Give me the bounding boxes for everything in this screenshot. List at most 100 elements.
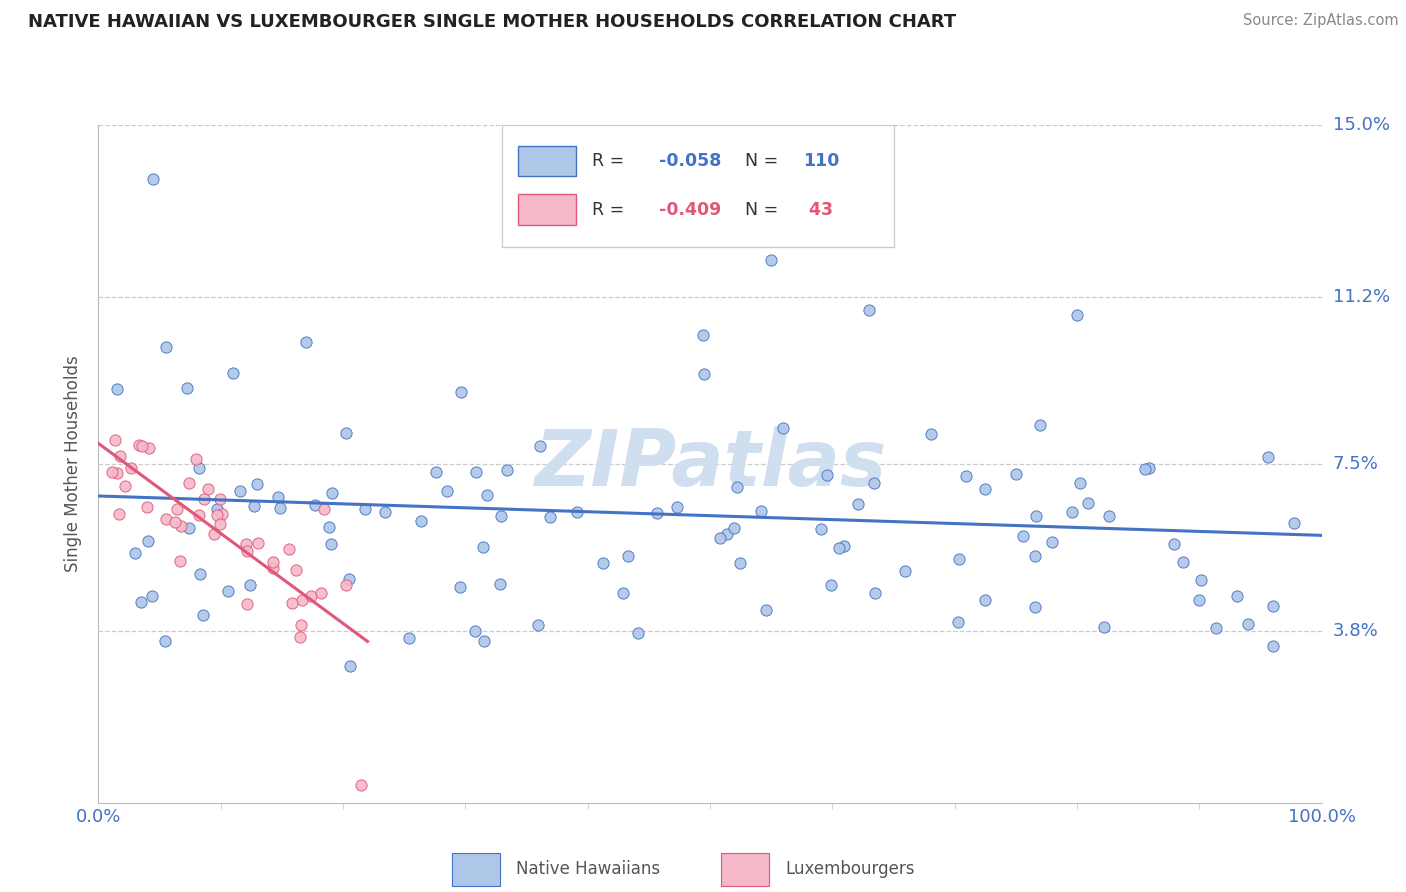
- Point: [846, 497, 869, 511]
- Point: [1189, 573, 1212, 587]
- Text: 11.2%: 11.2%: [1333, 287, 1391, 306]
- Point: [862, 475, 884, 490]
- Point: [1077, 496, 1099, 510]
- Point: [612, 586, 634, 600]
- Point: [314, 502, 336, 516]
- Point: [948, 552, 970, 566]
- Point: [617, 549, 640, 563]
- Point: [153, 634, 176, 648]
- Point: [235, 537, 257, 551]
- Point: [946, 615, 969, 629]
- Point: [592, 556, 614, 570]
- Text: ZIPatlas: ZIPatlas: [534, 425, 886, 502]
- Point: [858, 303, 880, 318]
- Point: [436, 483, 458, 498]
- Point: [1135, 461, 1157, 475]
- Y-axis label: Single Mother Households: Single Mother Households: [65, 356, 83, 572]
- Point: [142, 172, 165, 186]
- Point: [188, 567, 211, 582]
- Point: [472, 634, 495, 648]
- Point: [894, 564, 917, 578]
- Point: [828, 541, 851, 555]
- Point: [267, 490, 290, 504]
- Point: [238, 578, 260, 592]
- Point: [464, 624, 486, 639]
- Point: [262, 555, 284, 569]
- Point: [709, 531, 731, 545]
- Point: [163, 516, 186, 530]
- Point: [177, 475, 200, 490]
- Point: [1237, 617, 1260, 632]
- Point: [337, 572, 360, 586]
- Point: [236, 544, 259, 558]
- Point: [291, 593, 314, 607]
- Point: [955, 469, 977, 483]
- Point: [169, 554, 191, 568]
- Point: [472, 540, 495, 554]
- Point: [211, 508, 233, 522]
- Point: [1137, 461, 1160, 475]
- Point: [749, 504, 772, 518]
- Point: [309, 586, 332, 600]
- Point: [128, 437, 150, 451]
- Point: [278, 542, 301, 557]
- Point: [299, 589, 322, 603]
- Point: [647, 506, 669, 520]
- Point: [450, 385, 472, 400]
- Point: [229, 483, 252, 498]
- Point: [693, 367, 716, 381]
- Point: [398, 631, 420, 645]
- Point: [1069, 475, 1091, 490]
- Point: [187, 508, 209, 523]
- Point: [1005, 467, 1028, 482]
- Point: [166, 502, 188, 516]
- Point: [863, 586, 886, 600]
- Point: [318, 519, 340, 533]
- Point: [105, 466, 128, 480]
- Point: [290, 618, 312, 632]
- Point: [208, 517, 231, 532]
- Point: [191, 608, 214, 623]
- Point: [188, 461, 211, 475]
- Point: [374, 505, 396, 519]
- Point: [247, 536, 270, 550]
- Point: [1024, 600, 1046, 615]
- Point: [1024, 549, 1046, 563]
- Point: [755, 603, 778, 617]
- Point: [104, 433, 127, 447]
- Point: [176, 381, 198, 395]
- Point: [120, 460, 142, 475]
- Point: [295, 334, 318, 349]
- Point: [108, 449, 131, 463]
- Point: [136, 500, 159, 514]
- Text: 7.5%: 7.5%: [1333, 455, 1379, 473]
- Point: [281, 596, 304, 610]
- Point: [184, 451, 207, 466]
- Point: [1261, 599, 1284, 614]
- Point: [205, 508, 228, 523]
- Point: [321, 485, 343, 500]
- Point: [350, 778, 373, 792]
- Point: [335, 425, 357, 440]
- Point: [170, 519, 193, 533]
- Point: [114, 479, 136, 493]
- Point: [1092, 620, 1115, 634]
- Point: [136, 533, 159, 548]
- Point: [1205, 621, 1227, 635]
- Point: [725, 480, 748, 494]
- Text: 15.0%: 15.0%: [1333, 116, 1389, 134]
- Point: [723, 520, 745, 534]
- Point: [339, 659, 361, 673]
- Point: [105, 382, 128, 396]
- Point: [1163, 537, 1185, 551]
- Point: [820, 577, 842, 591]
- Point: [246, 476, 269, 491]
- Point: [197, 482, 219, 496]
- Point: [217, 584, 239, 599]
- Text: 3.8%: 3.8%: [1333, 622, 1378, 640]
- Text: Source: ZipAtlas.com: Source: ZipAtlas.com: [1243, 13, 1399, 29]
- Point: [335, 578, 357, 592]
- Point: [489, 508, 512, 523]
- Point: [761, 253, 783, 268]
- Point: [772, 421, 794, 435]
